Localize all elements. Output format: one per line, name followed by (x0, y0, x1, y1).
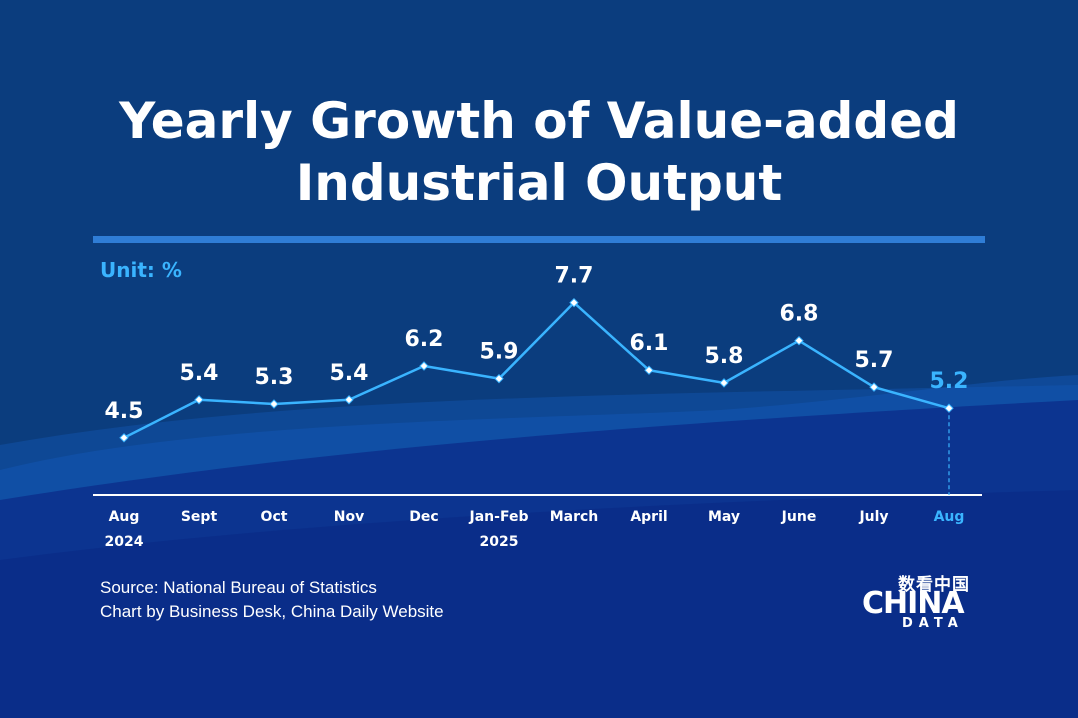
data-point (119, 433, 129, 443)
data-label: 7.7 (555, 264, 594, 289)
unit-label: Unit: % (100, 258, 182, 282)
chart-title-line-2: Industrial Output (295, 154, 783, 212)
x-tick-label: Dec (409, 509, 438, 525)
data-point (494, 373, 504, 384)
x-tick-label: 2025 (480, 534, 519, 550)
data-label: 5.7 (855, 348, 894, 373)
data-point (644, 365, 654, 375)
x-tick-label: May (708, 509, 740, 525)
data-point (569, 297, 579, 308)
x-tick-label: March (550, 509, 599, 525)
data-point (869, 382, 879, 392)
china-data-logo: 数看中国 CHINA DATA (858, 570, 982, 634)
x-tick-label: Aug (934, 509, 965, 525)
x-tick-label: July (858, 509, 888, 525)
data-point (269, 399, 279, 409)
data-label: 5.4 (330, 361, 369, 386)
data-label: 5.9 (480, 340, 519, 365)
logo-chinese-text: 数看中国 (898, 575, 970, 595)
x-tick-label: April (630, 509, 667, 525)
x-tick-label: Nov (334, 509, 364, 525)
x-tick-label: 2024 (105, 534, 144, 550)
x-tick-label: June (781, 509, 817, 525)
chart-title-line-1: Yearly Growth of Value-added (119, 92, 959, 150)
data-point (794, 335, 804, 346)
data-label: 5.4 (180, 361, 219, 386)
data-label: 5.2 (930, 369, 969, 394)
data-point (419, 361, 429, 371)
x-tick-label: Aug (109, 509, 140, 525)
x-tick-label: Oct (261, 509, 288, 525)
logo-main-text: CHINA (862, 586, 965, 621)
logo-sub-text: DATA (902, 616, 964, 631)
data-label: 4.5 (105, 399, 144, 424)
data-point (194, 395, 204, 405)
data-label: 5.3 (255, 365, 294, 390)
credit-note: Chart by Business Desk, China Daily Webs… (100, 602, 444, 621)
data-label: 6.1 (630, 331, 669, 356)
data-label: 5.8 (705, 344, 744, 369)
data-label: 6.8 (780, 302, 819, 327)
data-point (719, 378, 729, 388)
data-point (944, 403, 954, 413)
series-line (123, 301, 950, 439)
source-note: Source: National Bureau of Statistics (100, 578, 377, 597)
x-tick-label: Jan-Feb (469, 509, 529, 525)
data-label: 6.2 (405, 327, 444, 352)
x-tick-label: Sept (181, 509, 218, 525)
data-point (344, 395, 354, 405)
